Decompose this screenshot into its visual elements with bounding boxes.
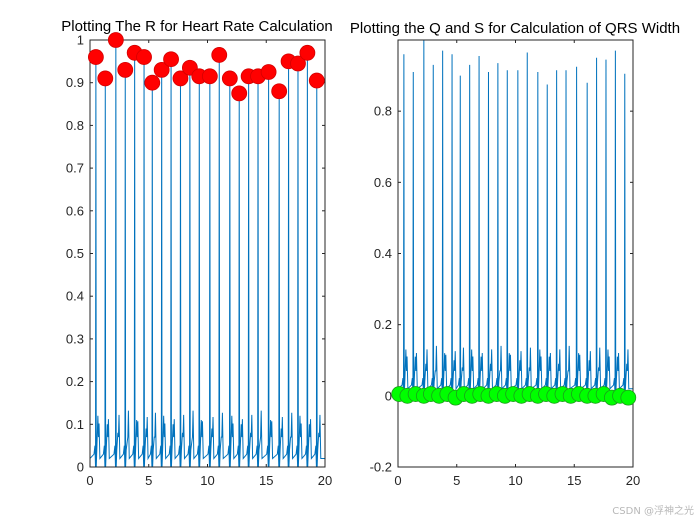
- y-tick-label: 0: [77, 460, 84, 475]
- x-tick-label: 20: [626, 473, 640, 488]
- y-tick-label: 0.6: [66, 203, 84, 218]
- r-peak-marker: [290, 55, 306, 72]
- y-tick-label: 0.3: [66, 331, 84, 346]
- r-peak-marker: [136, 49, 152, 65]
- r-peak-marker: [87, 49, 104, 65]
- r-peak-marker: [117, 61, 134, 78]
- r-peak-marker: [211, 47, 228, 63]
- y-tick-label: 0.2: [66, 374, 84, 389]
- r-peak-marker: [308, 72, 325, 89]
- y-tick-label: 0.4: [66, 289, 84, 304]
- r-peak-marker: [153, 61, 170, 78]
- r-peak-marker: [107, 32, 124, 48]
- y-tick-label: 0.7: [66, 161, 84, 176]
- r-peak-marker: [271, 83, 288, 100]
- x-tick-label: 10: [200, 473, 214, 488]
- x-tick-label: 0: [394, 473, 401, 488]
- x-tick-label: 5: [453, 473, 460, 488]
- y-tick-label: 1: [77, 33, 84, 48]
- x-tick-label: 0: [86, 473, 93, 488]
- chart-title: Plotting The R for Heart Rate Calculatio…: [61, 18, 333, 35]
- x-tick-label: 5: [145, 473, 152, 488]
- y-tick-label: 0.8: [66, 118, 84, 133]
- r-peak-marker: [97, 70, 114, 87]
- y-tick-label: 0.9: [66, 75, 84, 90]
- x-tick-label: 20: [318, 473, 332, 488]
- r-peak-marker: [163, 51, 179, 68]
- r-peak-marker: [260, 64, 277, 80]
- chart-title: Plotting the Q and S for Calculation of …: [350, 20, 680, 37]
- ecg-signal-line: [90, 40, 325, 467]
- y-tick-label: 0.5: [66, 246, 84, 261]
- y-tick-label: -0.2: [370, 460, 392, 475]
- x-tick-label: 15: [567, 473, 581, 488]
- r-peak-marker: [221, 70, 238, 87]
- left-axes-r-peaks: 0 5 10 15 20 0 0.1 0.2 0.3 0.4 0.5 0.6 0.7 0.8 0.9 1Plo…: [61, 18, 333, 488]
- r-peak-marker: [144, 74, 161, 91]
- y-tick-label: 0: [385, 388, 392, 403]
- r-peak-marker: [299, 44, 316, 61]
- x-tick-label: 10: [508, 473, 522, 488]
- y-tick-label: 0.6: [374, 175, 392, 190]
- y-tick-label: 0.2: [374, 317, 392, 332]
- x-tick-label: 15: [259, 473, 273, 488]
- r-peak-marker: [172, 70, 189, 87]
- y-tick-label: 0.1: [66, 417, 84, 432]
- r-peak-marker: [201, 68, 218, 85]
- qs-point-marker: [620, 389, 637, 406]
- y-tick-label: 0.8: [374, 104, 392, 119]
- ecg-signal-line: [398, 40, 633, 396]
- watermark: CSDN @浮神之光: [612, 504, 694, 517]
- y-tick-label: 0.4: [374, 246, 392, 261]
- r-peak-marker: [231, 85, 248, 102]
